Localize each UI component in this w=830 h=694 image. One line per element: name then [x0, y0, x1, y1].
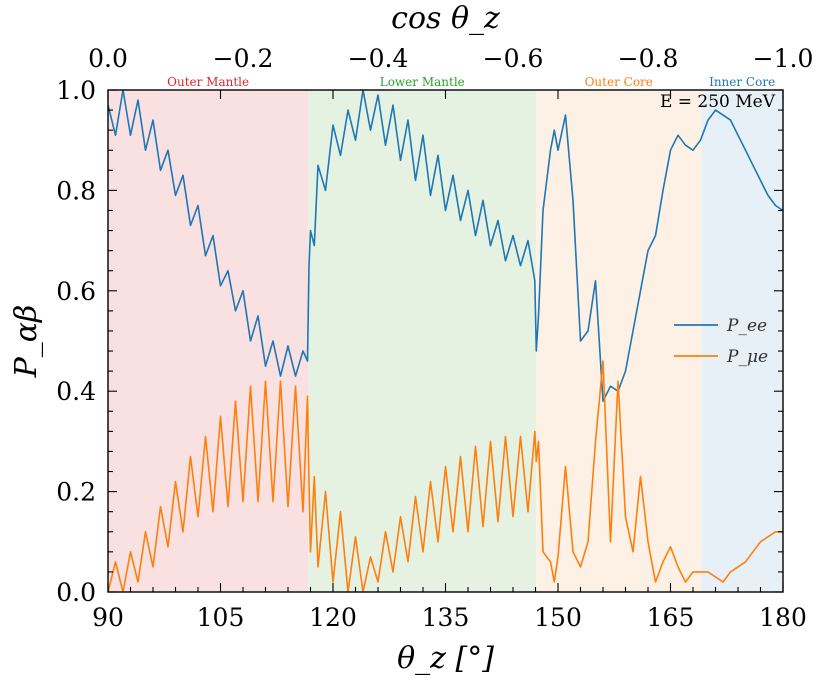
- earth-regions: Outer Mantle Lower Mantle Outer Core Inner …: [108, 75, 783, 592]
- top-x-tick-label-5: −1.0: [753, 44, 814, 73]
- x-tick-label-0: 90: [92, 603, 124, 632]
- top-x-tick-label-4: −0.8: [618, 44, 679, 73]
- x-axis-title: θ_z [°]: [397, 641, 494, 676]
- region-1: [308, 90, 537, 592]
- region-0: [108, 90, 309, 592]
- y-tick-label-0: 0.0: [56, 578, 96, 607]
- x-tick-label-1: 105: [197, 603, 245, 632]
- y-axis-title: P_αβ: [9, 305, 44, 379]
- region-2: [536, 90, 702, 592]
- region-label-1: Lower Mantle: [380, 75, 465, 89]
- region-label-2: Outer Core: [585, 75, 653, 89]
- region-3: [701, 90, 783, 592]
- top-x-tick-label-3: −0.6: [483, 44, 544, 73]
- y-tick-label-3: 0.6: [56, 277, 96, 306]
- region-label-3: Inner Core: [709, 75, 775, 89]
- x-tick-label-2: 120: [309, 603, 357, 632]
- top-x-tick-label-1: −0.2: [213, 44, 274, 73]
- y-tick-label-4: 0.8: [56, 176, 96, 205]
- y-tick-label-1: 0.2: [56, 478, 96, 507]
- x-tick-label-4: 150: [534, 603, 582, 632]
- region-label-0: Outer Mantle: [167, 75, 249, 89]
- x-tick-label-6: 180: [759, 603, 807, 632]
- axis-ticks: [107, 89, 784, 593]
- series-line-1: [107, 360, 783, 593]
- top-x-axis-title: cos θ_z: [391, 1, 500, 36]
- top-x-tick-label-2: −0.4: [348, 44, 409, 73]
- legend-label-1: P_μe: [726, 347, 768, 367]
- x-tick-label-5: 165: [647, 603, 695, 632]
- energy-annotation: E = 250 MeV: [660, 92, 776, 112]
- legend-label-0: P_ee: [726, 316, 767, 336]
- top-x-tick-label-0: 0.0: [88, 44, 128, 73]
- legend: P_ee P_μe: [674, 316, 768, 367]
- series-line-0: [107, 89, 784, 402]
- tick-labels: 90 105 120 135 150 165 180 0.0 0.2 0.4 0.6 0.8 1.0 0.…: [56, 44, 813, 632]
- y-tick-label-5: 1.0: [56, 76, 96, 105]
- y-tick-label-2: 0.4: [56, 377, 96, 406]
- series-lines: [107, 89, 784, 593]
- x-tick-label-3: 135: [422, 603, 470, 632]
